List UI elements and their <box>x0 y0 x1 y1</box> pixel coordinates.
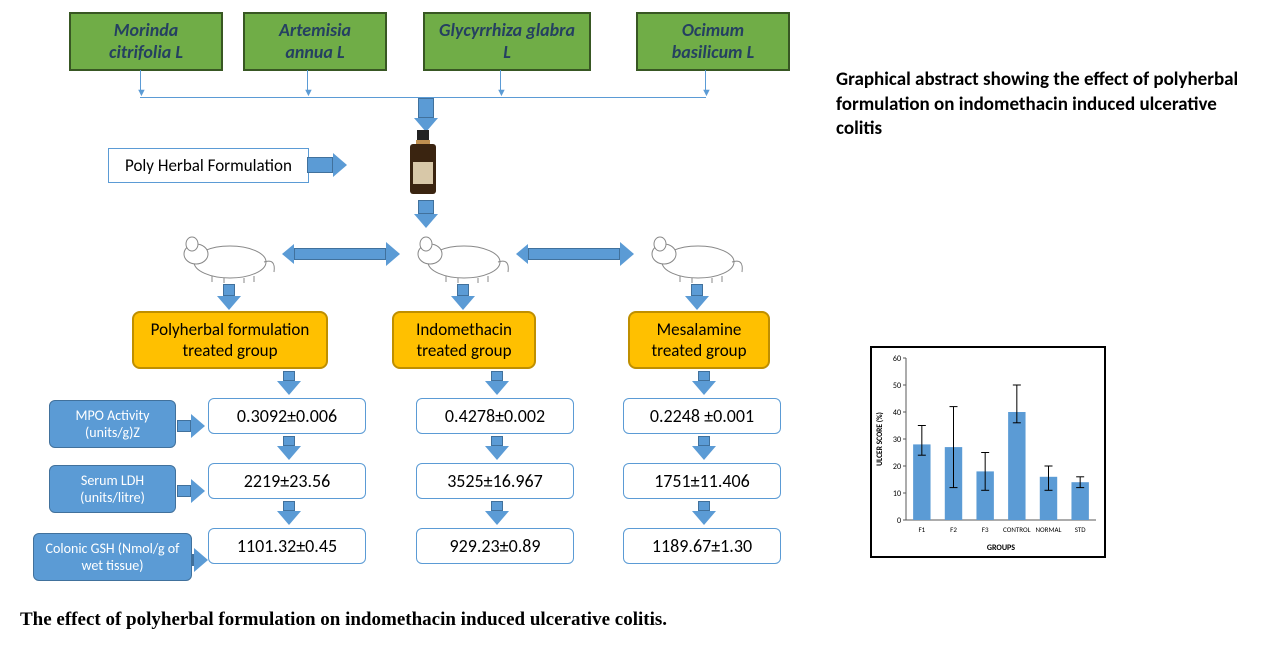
down-arrow <box>414 98 438 132</box>
caption-text: The effect of polyherbal formulation on … <box>20 609 667 630</box>
down-arrow <box>692 436 716 460</box>
group-text: Polyherbal formulation treated group <box>151 319 310 361</box>
herb-text: Glycyrrhiza glabra L <box>439 19 575 63</box>
val-indo-ldh: 3525±16.967 <box>416 463 574 499</box>
svg-text:50: 50 <box>893 381 901 391</box>
herb-text: Ocimum basilicum L <box>672 19 754 63</box>
right-arrow <box>192 548 206 572</box>
herb-box-2: Artemisia annua L <box>243 12 387 71</box>
description-text: Graphical abstract showing the effect of… <box>836 68 1256 142</box>
svg-text:60: 60 <box>893 354 901 364</box>
herb-box-3: Glycyrrhiza glabra L <box>423 12 591 71</box>
val-poly-ldh: 2219±23.56 <box>208 463 366 499</box>
down-arrow <box>485 501 509 525</box>
svg-text:30: 30 <box>893 435 901 445</box>
val-text: 3525±16.967 <box>447 470 543 492</box>
val-text: 929.23±0.89 <box>449 535 540 557</box>
group-text: Mesalamine treated group <box>651 319 746 361</box>
herb-box-1: Morinda citrifolia L <box>69 12 223 71</box>
down-arrow <box>485 436 509 460</box>
down-arrow <box>277 371 301 395</box>
svg-text:STD: STD <box>1075 525 1087 534</box>
figure-caption: The effect of polyherbal formulation on … <box>20 609 667 631</box>
svg-text:0: 0 <box>897 516 901 526</box>
svg-text:20: 20 <box>893 462 901 472</box>
val-mesa-ldh: 1751±11.406 <box>623 463 781 499</box>
label-text: MPO Activity (units/g)Z <box>75 407 149 441</box>
group-box-2: Indomethacin treated group <box>392 311 536 369</box>
right-arrow <box>307 153 347 177</box>
val-text: 0.4278±0.002 <box>445 405 545 427</box>
svg-text:40: 40 <box>893 408 901 418</box>
svg-text:CONTROL: CONTROL <box>1003 525 1031 534</box>
poly-label-box: Poly Herbal Formulation <box>108 148 309 183</box>
herb-text: Morinda citrifolia L <box>109 19 183 63</box>
mouse-icon <box>402 228 512 284</box>
down-arrow <box>451 284 475 310</box>
label-ldh: Serum LDH (units/litre) <box>49 465 176 513</box>
right-arrow <box>282 247 400 261</box>
svg-text:F2: F2 <box>950 525 957 534</box>
group-text: Indomethacin treated group <box>416 319 512 361</box>
val-text: 0.2248 ±0.001 <box>650 405 754 427</box>
label-gsh: Colonic GSH (Nmol/g of wet tissue) <box>33 533 192 581</box>
svg-text:NORMAL: NORMAL <box>1036 525 1062 534</box>
chart-box: 0 10 20 30 40 50 60 F1 F2 F3 CONTROL NORMAL STD GROUP… <box>870 346 1106 558</box>
val-text: 0.3092±0.006 <box>237 405 337 427</box>
right-arrow <box>177 479 205 503</box>
label-text: Serum LDH (units/litre) <box>80 472 145 506</box>
bottle-icon <box>406 130 440 198</box>
val-text: 2219±23.56 <box>244 470 331 492</box>
ulcer-chart: 0 10 20 30 40 50 60 F1 F2 F3 CONTROL NORMAL STD GROUP… <box>872 348 1104 556</box>
val-poly-gsh: 1101.32±0.45 <box>208 528 366 564</box>
val-mesa-gsh: 1189.67±1.30 <box>623 528 781 564</box>
right-arrow <box>516 247 634 261</box>
svg-text:GROUPS: GROUPS <box>987 543 1015 553</box>
down-arrow <box>692 501 716 525</box>
mouse-icon <box>168 228 278 284</box>
group-box-3: Mesalamine treated group <box>628 311 770 369</box>
down-arrow <box>685 284 709 310</box>
down-arrow <box>692 371 716 395</box>
val-indo-gsh: 929.23±0.89 <box>416 528 574 564</box>
val-mesa-mpo: 0.2248 ±0.001 <box>623 398 781 434</box>
mouse-icon <box>636 228 746 284</box>
group-box-1: Polyherbal formulation treated group <box>132 311 328 369</box>
svg-text:F1: F1 <box>918 525 925 534</box>
down-arrow <box>485 371 509 395</box>
desc-span: Graphical abstract showing the effect of… <box>836 68 1238 140</box>
right-arrow <box>177 414 205 438</box>
down-arrow <box>277 501 301 525</box>
herb-box-4: Ocimum basilicum L <box>636 12 790 71</box>
label-text: Colonic GSH (Nmol/g of wet tissue) <box>46 540 180 574</box>
val-text: 1751±11.406 <box>654 470 750 492</box>
svg-text:10: 10 <box>893 489 901 499</box>
herb-text: Artemisia annua L <box>279 19 351 63</box>
down-arrow <box>217 284 241 310</box>
val-text: 1101.32±0.45 <box>237 535 337 557</box>
svg-text:F3: F3 <box>982 525 989 534</box>
down-arrow <box>277 436 301 460</box>
val-poly-mpo: 0.3092±0.006 <box>208 398 366 434</box>
val-indo-mpo: 0.4278±0.002 <box>416 398 574 434</box>
val-text: 1189.67±1.30 <box>652 535 752 557</box>
poly-label-text: Poly Herbal Formulation <box>125 155 292 176</box>
label-mpo: MPO Activity (units/g)Z <box>49 400 176 448</box>
down-arrow <box>414 200 438 228</box>
svg-text:ULCER SCORE (%): ULCER SCORE (%) <box>875 412 885 466</box>
